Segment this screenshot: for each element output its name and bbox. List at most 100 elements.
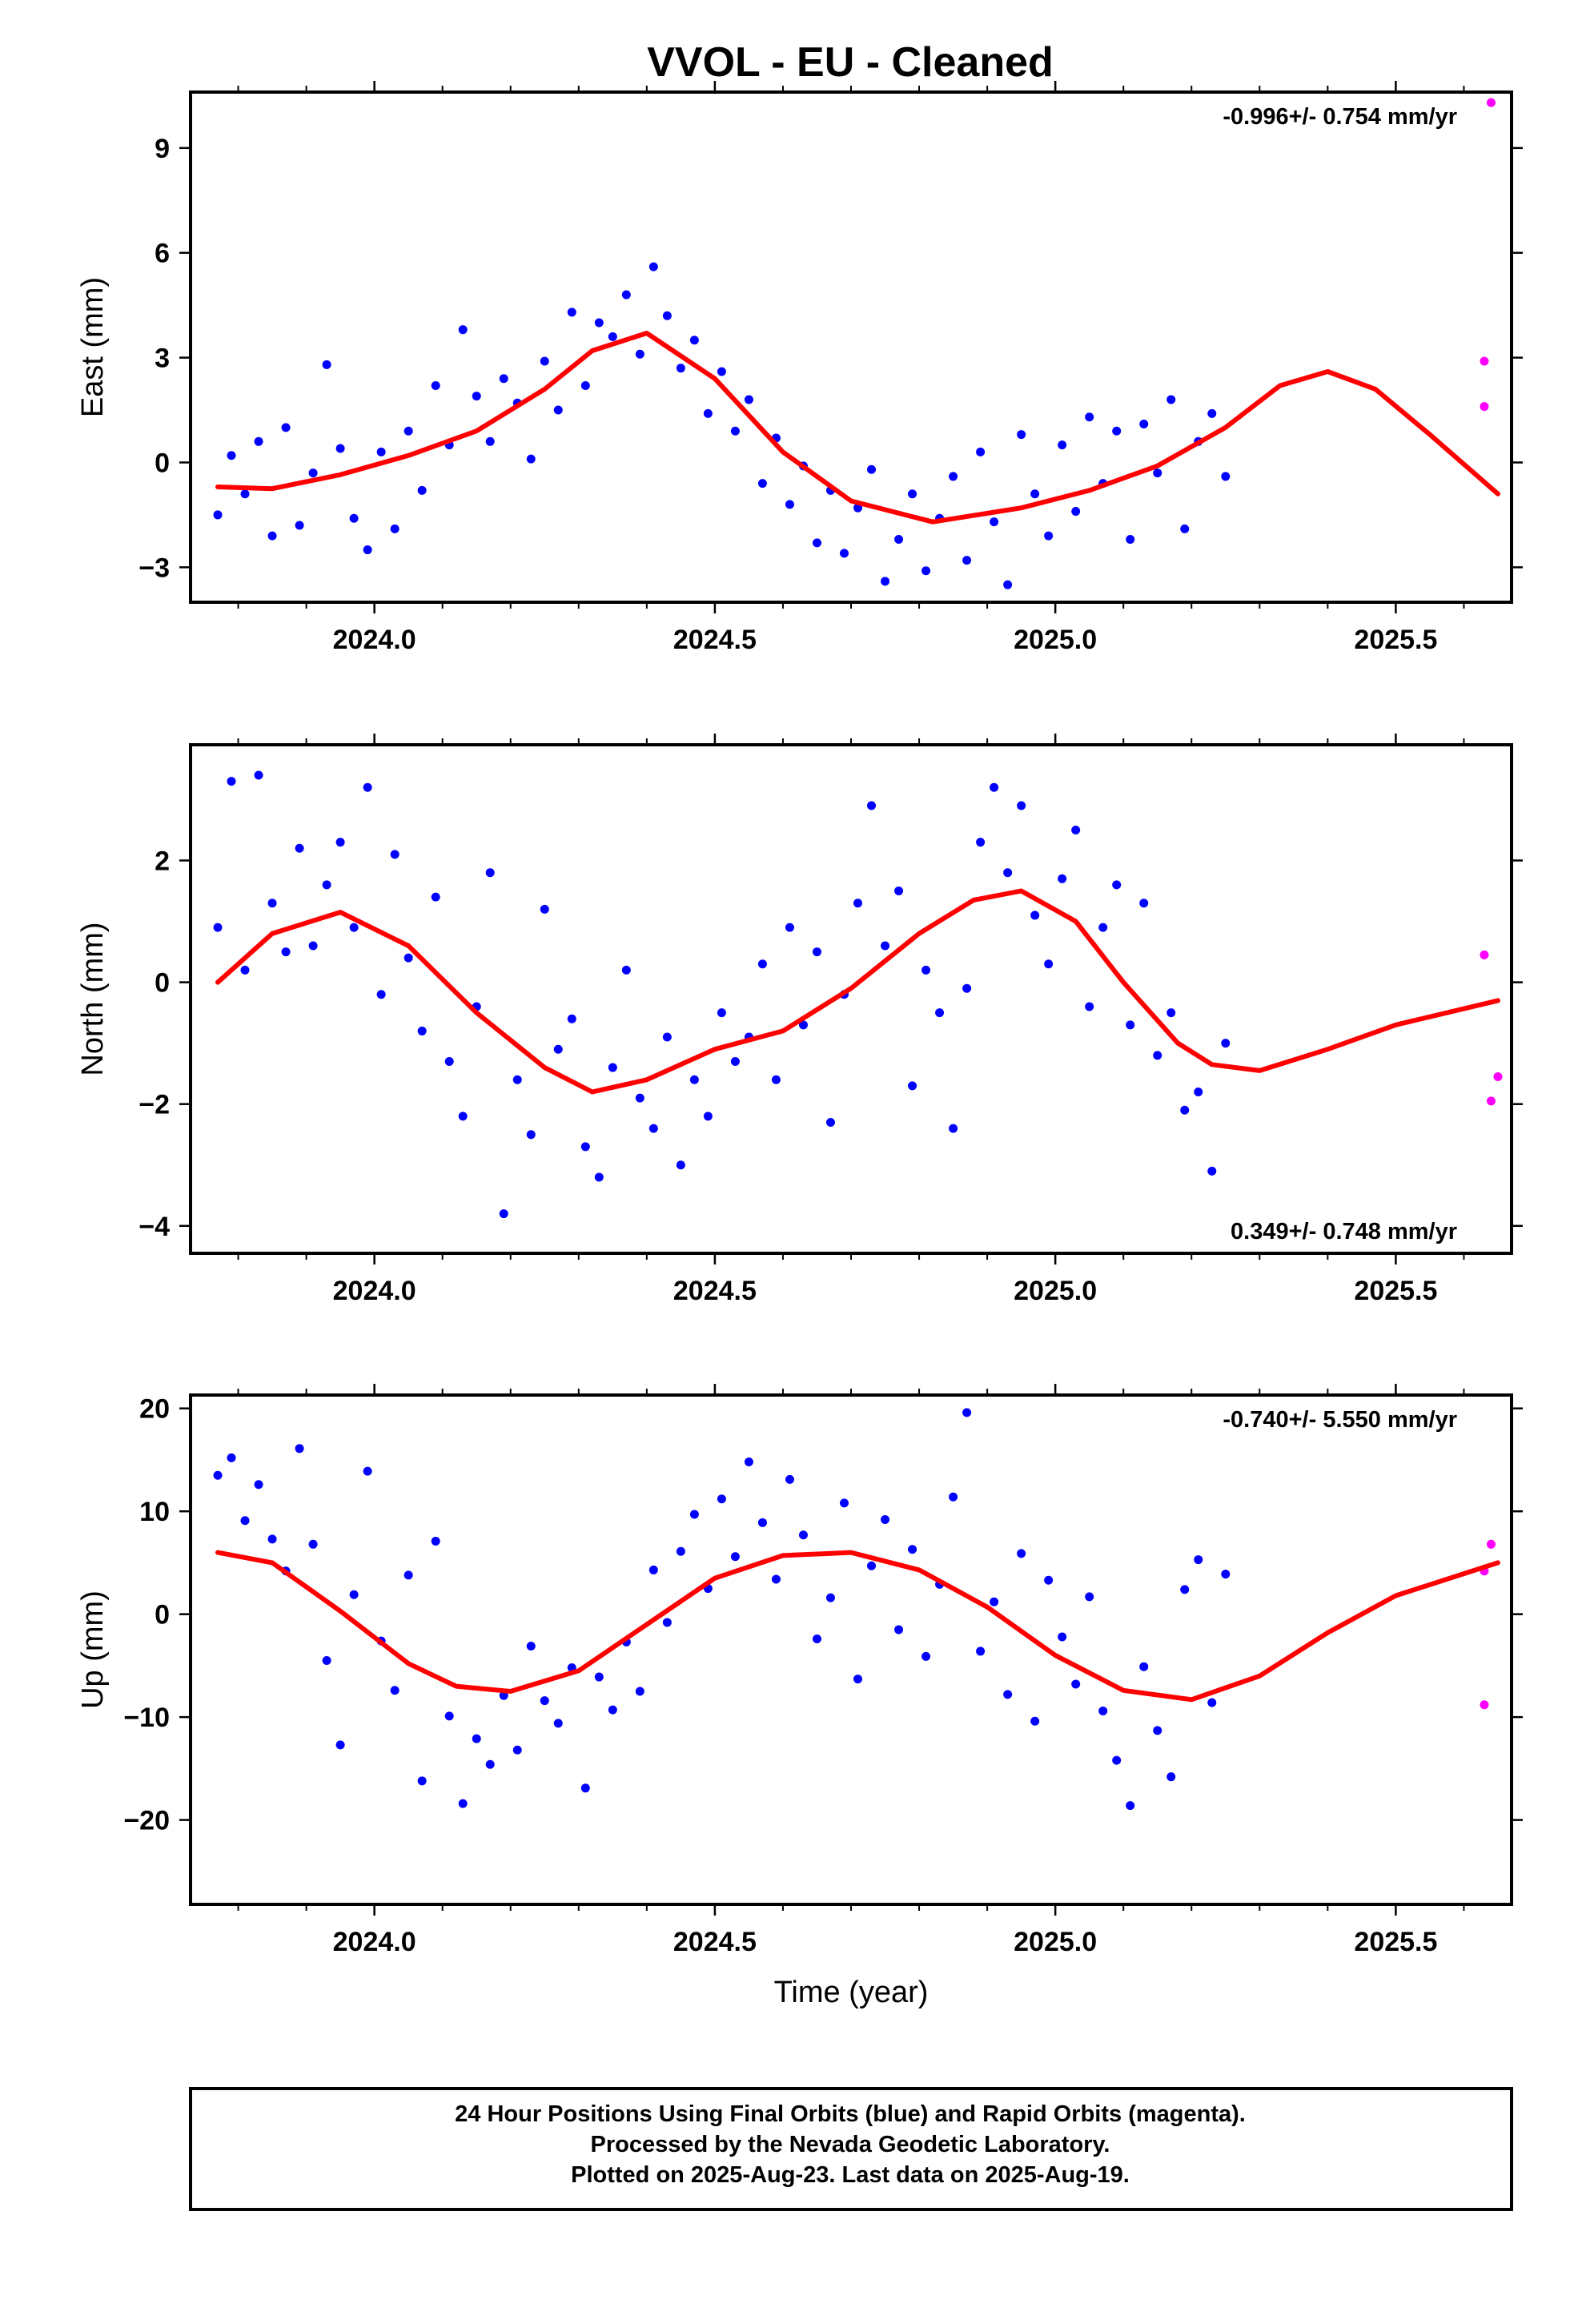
north-final-point xyxy=(1058,874,1067,883)
north-final-point xyxy=(499,1209,508,1219)
east-final-point xyxy=(703,408,713,418)
north-x-tick-label: 2025.0 xyxy=(1014,1276,1097,1306)
north-final-point xyxy=(894,887,904,896)
east-final-point xyxy=(785,500,794,509)
up-panel: 2024.0 2024.5 2025.0 2025.5 −20 −10 0 10 20 Up (m… xyxy=(76,1384,1523,2009)
east-final-point xyxy=(730,426,740,436)
up-final-point xyxy=(1126,1801,1135,1811)
east-final-point xyxy=(676,364,685,373)
north-final-point xyxy=(376,990,386,999)
up-final-point xyxy=(512,1745,522,1755)
up-final-point xyxy=(839,1498,849,1508)
north-final-point xyxy=(267,899,277,908)
north-final-point xyxy=(526,1130,536,1140)
north-final-point xyxy=(213,923,223,932)
east-final-point xyxy=(308,468,318,478)
up-final-point xyxy=(676,1546,685,1556)
up-final-point xyxy=(757,1518,767,1527)
north-final-point xyxy=(635,1093,644,1103)
east-final-point xyxy=(1058,440,1067,450)
north-final-point xyxy=(553,1044,563,1054)
north-final-point xyxy=(227,777,236,786)
north-final-point xyxy=(1030,911,1040,920)
up-final-point xyxy=(363,1466,372,1476)
east-final-point xyxy=(1153,468,1162,478)
east-final-point xyxy=(1112,426,1122,436)
up-final-point xyxy=(1085,1592,1094,1602)
up-final-point xyxy=(976,1647,986,1656)
east-x-tick-label: 2025.0 xyxy=(1014,625,1097,655)
north-final-point xyxy=(798,1020,808,1030)
north-final-point xyxy=(703,1112,713,1121)
up-final-point xyxy=(594,1672,604,1682)
up-final-point xyxy=(744,1458,753,1467)
up-final-point xyxy=(717,1494,726,1504)
north-final-point xyxy=(308,941,318,951)
up-x-tick-label: 2024.5 xyxy=(673,1927,757,1957)
north-final-point xyxy=(785,923,794,932)
up-y-tick-label: 20 xyxy=(139,1394,170,1425)
north-final-point xyxy=(1180,1105,1190,1115)
up-final-point xyxy=(458,1799,468,1808)
east-final-point xyxy=(1085,412,1094,422)
up-final-point xyxy=(962,1408,972,1417)
north-x-tick-label: 2024.0 xyxy=(333,1276,416,1306)
east-final-point xyxy=(689,336,699,345)
up-final-point xyxy=(881,1514,890,1524)
north-y-tick-label: 2 xyxy=(155,846,170,876)
north-final-point xyxy=(404,953,413,963)
east-final-point xyxy=(839,549,849,558)
north-final-point xyxy=(458,1112,468,1121)
north-final-point xyxy=(853,899,863,908)
east-y-tick-label: 0 xyxy=(155,448,170,478)
east-final-point xyxy=(976,447,986,456)
up-final-point xyxy=(322,1655,331,1665)
north-final-point xyxy=(1207,1166,1217,1176)
east-final-point xyxy=(417,485,427,495)
north-rapid-point xyxy=(1480,950,1489,959)
footer-line-2: Processed by the Nevada Geodetic Laborat… xyxy=(591,2132,1110,2157)
footer-line-1: 24 Hour Positions Using Final Orbits (bl… xyxy=(455,2101,1246,2127)
east-y-tick-label: 9 xyxy=(155,134,170,164)
east-rapid-point xyxy=(1486,98,1496,107)
up-final-point xyxy=(894,1625,904,1634)
east-rate-label: -0.996+/- 0.754 mm/yr xyxy=(1223,104,1457,130)
north-final-point xyxy=(771,1075,781,1084)
north-final-point xyxy=(254,770,263,780)
up-y-axis-label: Up (mm) xyxy=(76,1590,110,1709)
up-plot-frame xyxy=(189,1393,1513,1906)
east-final-point xyxy=(648,262,658,271)
north-final-point xyxy=(322,880,331,890)
east-final-point xyxy=(1166,395,1176,404)
north-final-point xyxy=(921,965,931,975)
north-final-point xyxy=(594,1172,604,1182)
up-final-point xyxy=(1098,1706,1108,1715)
footer-line-3: Plotted on 2025-Aug-23. Last data on 202… xyxy=(571,2162,1130,2188)
east-panel: 2024.0 2024.5 2025.0 2025.5 −3 0 3 6 9 East (mm) -… xyxy=(76,81,1523,655)
up-final-point xyxy=(1166,1772,1176,1782)
up-final-point xyxy=(267,1534,277,1544)
east-final-point xyxy=(662,311,672,320)
east-final-point xyxy=(621,290,631,300)
east-final-point xyxy=(1126,534,1135,544)
up-final-point xyxy=(990,1597,999,1606)
up-final-point xyxy=(580,1783,590,1793)
up-y-tick-label: −20 xyxy=(123,1806,170,1836)
east-final-point xyxy=(567,308,576,317)
east-final-point xyxy=(881,577,890,586)
east-final-point xyxy=(1003,580,1013,589)
up-final-point xyxy=(798,1530,808,1540)
north-final-point xyxy=(240,965,250,975)
north-final-point xyxy=(812,947,821,957)
east-final-point xyxy=(254,436,263,446)
up-final-point xyxy=(227,1453,236,1462)
north-final-point xyxy=(676,1160,685,1170)
north-rate-label: 0.349+/- 0.748 mm/yr xyxy=(1231,1219,1457,1244)
east-final-point xyxy=(404,426,413,436)
north-final-point xyxy=(281,947,291,957)
up-rate-label: -0.740+/- 5.550 mm/yr xyxy=(1223,1407,1457,1433)
up-final-point xyxy=(648,1565,658,1574)
up-final-point xyxy=(335,1740,345,1750)
north-plot-frame xyxy=(189,743,1513,1255)
